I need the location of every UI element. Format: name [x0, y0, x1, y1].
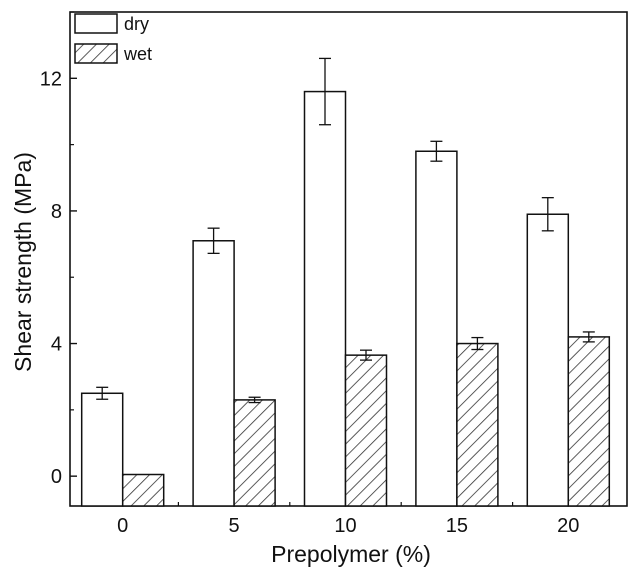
bar-wet-0 [121, 473, 165, 507]
y-axis-title: Shear strength (MPa) [10, 152, 36, 372]
y-tick-label-0: 0 [51, 466, 62, 488]
x-tick-label-5: 5 [229, 515, 240, 537]
y-tick-label-12: 12 [40, 68, 62, 90]
x-tick-label-15: 15 [446, 515, 468, 537]
x-tick-label-20: 20 [557, 515, 579, 537]
bar-wet-20 [567, 336, 611, 507]
bar-wet-15 [456, 342, 499, 507]
y-tick-label-4: 4 [51, 334, 62, 356]
legend-swatch-wet [74, 43, 118, 64]
bar-wet-10 [344, 354, 388, 507]
bar-dry-15 [415, 150, 458, 507]
legend-label-wet: wet [123, 44, 152, 64]
x-tick-label-10: 10 [334, 515, 356, 537]
bar-dry-20 [526, 213, 570, 507]
x-tick-label-0: 0 [117, 515, 128, 537]
bar-wet-5 [233, 399, 276, 507]
bar-dry-5 [192, 240, 235, 507]
bar-dry-10 [303, 90, 347, 507]
legend-swatch-dry [74, 13, 118, 34]
x-axis-title: Prepolymer (%) [271, 541, 431, 567]
legend-label-dry: dry [124, 14, 149, 34]
bar-dry-0 [80, 392, 124, 507]
y-tick-label-8: 8 [51, 201, 62, 223]
legend-item-wet: wet [74, 43, 152, 64]
legend-item-dry: dry [74, 13, 149, 34]
legend: dry wet [74, 13, 152, 64]
